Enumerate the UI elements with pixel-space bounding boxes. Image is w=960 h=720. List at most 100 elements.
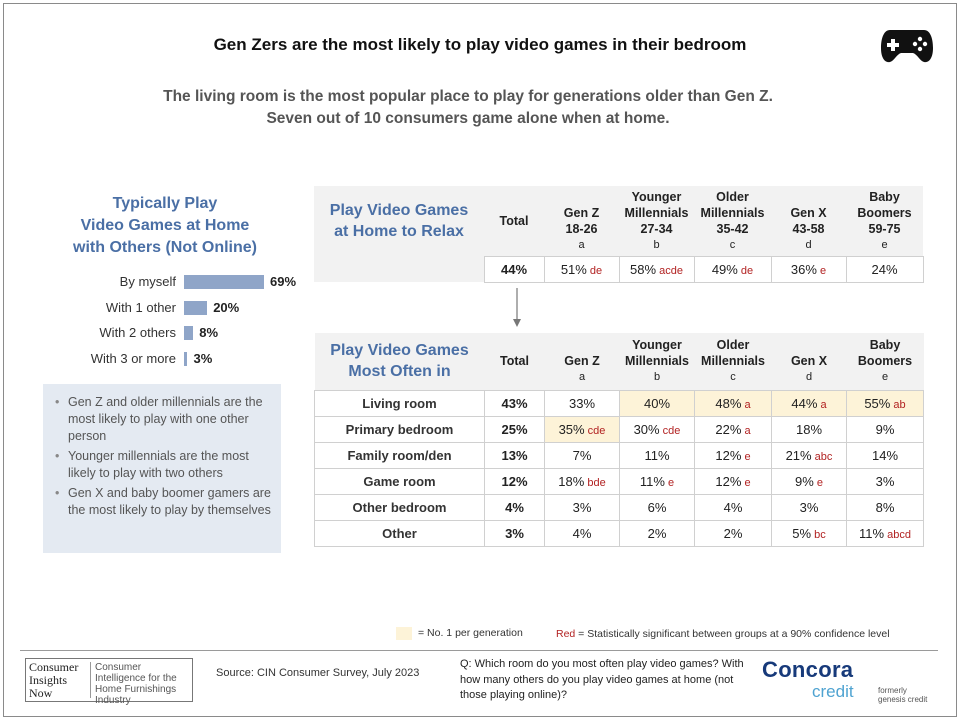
value-cell: 40% [619,389,695,417]
bar-row: With 1 other 20% [30,299,290,317]
cell-value: 21% [785,447,812,463]
table-row: Game room 12% 18% bde 11% e 12% e 9% e 3% [314,467,924,495]
left-chart-title-line: Typically Play [112,195,218,212]
row-label: Other [314,519,485,547]
cell-value: 3% [572,499,592,515]
significance-letters: e [816,264,827,277]
total-header: Total [499,213,529,228]
value-cell: 11% e [619,467,695,495]
cell-value: 35% [558,421,585,437]
cell-value: 18% [558,473,585,489]
relax-table: Play Video Games at Home to Relax Total … [314,186,924,283]
value-cell: 21% abc [771,441,847,469]
cell-value: 11% [644,447,670,463]
left-chart-title: Typically Play Video Games at Home with … [40,193,290,259]
cell-value: 4% [723,499,743,515]
row-total: 25% [484,415,545,443]
generation-header: Younger Millennials b [620,333,695,390]
formerly-line: formerly [878,686,907,695]
row-label: Family room/den [314,441,485,469]
value-cell: 4% [544,519,620,547]
significance-legend-text: = Statistically significant between grou… [575,628,890,640]
value-cell: 3% [846,467,924,495]
significance-letters: e [741,450,751,463]
logo-word: Now [29,686,53,700]
cell-value: 36% [790,261,817,277]
slide-frame [3,3,957,717]
bar-category-label: By myself [119,274,176,289]
significance-letters: abcd [884,528,911,541]
generation-letter: e [881,238,888,251]
subtitle-line-2: Seven out of 10 consumers game alone whe… [266,110,670,127]
cell-value: 4% [572,525,592,541]
generation-header-line: Gen X [790,354,828,369]
value-cell: 36% e [770,255,847,283]
row-total: 3% [484,519,545,547]
subtitle-line-1: The living room is the most popular plac… [163,88,773,105]
generation-header-line [544,189,619,205]
generation-header-line: Millennials [701,354,765,369]
highlight-legend-swatch [396,627,412,640]
significance-letters: de [586,264,603,277]
left-chart-title-line: Video Games at Home [80,217,250,234]
significance-letters: acde [656,264,683,277]
cell-value: 33% [568,395,596,411]
significance-letters: abc [811,450,833,463]
significance-letters: cde [659,424,681,437]
cell-value: 24% [871,261,898,277]
generation-letter: a [578,238,585,251]
generation-header-line: Boomers [857,205,912,220]
value-cell: 49% de [693,255,772,283]
value-cell: 30% cde [619,415,695,443]
generation-header-line: Younger [631,189,682,204]
highlight-legend-text: = No. 1 per generation [418,627,523,639]
bar [184,326,194,340]
relax-title-line: at Home to Relax [334,223,464,240]
survey-question: Q: Which room do you most often play vid… [460,658,744,701]
room-table-title: Play Video Games Most Often in [315,333,485,390]
cell-value: 22% [715,421,742,437]
bar-value-label: 20% [213,299,240,315]
finding-bullet: Gen Z and older millennials are the most… [51,394,273,445]
generation-header-line [772,337,847,353]
generation-header: Younger Millennials 27-34 b [619,186,694,256]
significance-letters: a [741,424,751,437]
generation-header-line: Baby [869,338,901,353]
value-cell: 58% acde [618,255,695,283]
table-row: Other bedroom 4% 3% 6% 4% 3% 8% [314,493,924,521]
row-label: Primary bedroom [314,415,485,443]
cell-value: 6% [647,499,667,515]
relax-table-title: Play Video Games at Home to Relax [314,186,484,256]
value-cell: 33% [544,389,620,417]
cell-value: 58% [630,261,657,277]
generation-header-line [771,189,846,205]
value-cell: 3% [544,493,620,521]
significance-legend-red: Red [556,628,576,640]
value-cell: 6% [619,493,695,521]
value-cell: 5% bc [771,519,847,547]
generation-header-line: Older [716,338,750,353]
cell-value: 2% [723,525,743,541]
generation-header-line: 18-26 [565,221,598,236]
row-label: Other bedroom [314,493,485,521]
cell-value: 2% [647,525,667,541]
room-table: Play Video Games Most Often in Total Gen… [314,333,924,547]
subtitle: The living room is the most popular plac… [0,86,936,130]
cell-value: 49% [711,261,738,277]
value-cell: 2% [619,519,695,547]
value-cell: 35% cde [544,415,620,443]
bar-value-label: 8% [199,325,219,340]
significance-letters: e [813,476,823,489]
relax-title-line: Play Video Games [329,202,469,219]
row-total: 13% [484,441,545,469]
finding-bullet: Gen X and baby boomer gamers are the mos… [51,485,273,519]
value-cell: 7% [544,441,620,469]
generation-header-line: Baby [869,189,900,204]
bar-category-label: With 2 others [99,325,176,340]
cell-value: 40% [643,395,671,411]
table-row: Family room/den 13% 7% 11% 12% e 21% abc 14% [314,441,924,469]
cell-value: 51% [560,261,587,277]
significance-legend: Red = Statistically significant between … [556,628,890,640]
source-note: Source: CIN Consumer Survey, July 2023 [216,667,420,679]
value-cell: 4% [694,493,772,521]
